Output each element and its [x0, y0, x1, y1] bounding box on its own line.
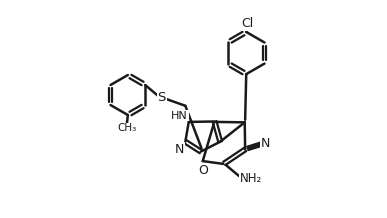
- Text: N: N: [261, 136, 270, 150]
- Text: O: O: [199, 164, 209, 177]
- Text: Cl: Cl: [241, 17, 253, 30]
- Text: NH₂: NH₂: [240, 172, 262, 185]
- Text: HN: HN: [171, 111, 188, 121]
- Text: S: S: [158, 91, 166, 104]
- Text: CH₃: CH₃: [117, 123, 136, 133]
- Text: N: N: [175, 143, 184, 156]
